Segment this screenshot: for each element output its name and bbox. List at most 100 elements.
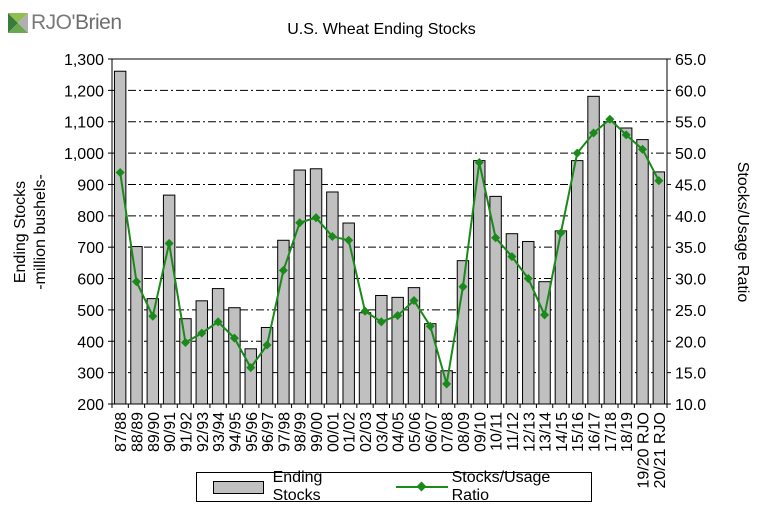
chart-title: U.S. Wheat Ending Stocks — [287, 21, 476, 38]
legend-bar-swatch — [213, 480, 264, 494]
x-tick-label: 00/01 — [325, 412, 342, 452]
x-tick-label: 09/10 — [472, 412, 489, 452]
bar — [130, 246, 143, 405]
x-tick-label: 13/14 — [538, 412, 555, 452]
ratio-point — [523, 274, 533, 284]
x-tick-label: 99/00 — [309, 412, 326, 452]
bar — [375, 294, 388, 405]
left-tick-label: 400 — [77, 334, 104, 351]
bar — [636, 139, 649, 405]
x-tick-label: 07/08 — [440, 412, 457, 452]
x-tick-label: 88/89 — [129, 412, 146, 452]
left-tick-label: 500 — [77, 303, 104, 320]
legend-label-ending-stocks: Ending Stocks — [272, 469, 323, 504]
bar — [195, 300, 208, 405]
x-tick-label: 18/19 — [619, 412, 636, 452]
ratio-point — [491, 233, 501, 243]
bar — [113, 70, 127, 405]
bar — [342, 222, 355, 405]
ratio-point — [164, 238, 174, 248]
x-tick-label: 01/02 — [342, 412, 359, 452]
left-tick-label: 600 — [77, 272, 104, 289]
bar — [619, 127, 633, 405]
gridlines — [112, 89, 667, 374]
bar — [652, 171, 666, 405]
bar — [326, 191, 339, 405]
left-tick-label: 300 — [77, 366, 104, 383]
bar — [179, 318, 192, 405]
x-tick-label: 89/90 — [146, 412, 163, 452]
ratio-point — [213, 317, 223, 327]
x-tick-label: 87/88 — [113, 412, 130, 452]
ratio-point — [131, 277, 142, 287]
ratio-point — [229, 333, 239, 343]
ratio-point — [180, 338, 190, 348]
x-tick-label: 92/93 — [195, 412, 212, 452]
x-tick-label: 02/03 — [358, 412, 375, 452]
left-tick-label: 700 — [77, 240, 104, 257]
right-tick-label: 50.0 — [675, 146, 706, 163]
x-tick-label: 11/12 — [505, 412, 522, 451]
left-tick-label: 800 — [77, 209, 104, 226]
right-tick-label: 45.0 — [675, 177, 706, 194]
x-tick-label: 95/96 — [244, 412, 261, 452]
right-tick-label: 65.0 — [675, 52, 706, 69]
bar — [277, 239, 290, 405]
ratio-point — [197, 328, 207, 338]
legend-item-ratio: Stocks/Usage Ratio — [396, 469, 591, 505]
x-tick-label: 14/15 — [554, 412, 571, 452]
logo-text: RJO'Brien — [31, 11, 122, 34]
x-tick-label: 16/17 — [587, 412, 604, 452]
ratio-point — [148, 311, 158, 321]
x-tick-label: 06/07 — [423, 412, 440, 452]
right-tick-label: 20.0 — [675, 334, 706, 351]
ratio-markers — [115, 114, 664, 389]
right-tick-label: 60.0 — [675, 83, 706, 100]
bar — [293, 169, 306, 405]
left-axis-ticks: 200 300 400 500 600 700 800 900 1,000 1,100 1,200 1… — [64, 52, 112, 414]
logo-mark-icon — [8, 13, 28, 33]
ratio-point — [344, 235, 354, 245]
x-tick-label: 15/16 — [570, 412, 587, 452]
ratio-point — [507, 252, 517, 262]
x-tick-label: 17/18 — [603, 412, 620, 452]
bar — [358, 312, 372, 405]
x-tick-label: 91/92 — [178, 412, 195, 452]
x-tick-label: 08/09 — [456, 412, 473, 452]
bar — [260, 326, 274, 405]
x-tick-label: 04/05 — [391, 412, 408, 452]
bar — [489, 195, 502, 405]
x-tick-label: 05/06 — [407, 412, 424, 452]
left-tick-label: 900 — [77, 177, 104, 194]
right-tick-label: 30.0 — [675, 272, 706, 289]
x-axis-ticks: 87/88 88/89 89/90 90/91 91/92 92/93 93/94 94/95… — [111, 404, 669, 488]
bar — [587, 95, 600, 405]
bar — [309, 168, 323, 405]
bar — [571, 160, 584, 405]
x-tick-label: 12/13 — [521, 412, 538, 452]
left-axis-label-2: -million bushels- — [32, 174, 49, 290]
left-tick-label: 1,100 — [64, 115, 104, 132]
right-tick-label: 25.0 — [675, 303, 706, 320]
bar — [244, 348, 257, 405]
bar — [424, 323, 437, 405]
bar — [603, 121, 617, 405]
ratio-point — [556, 228, 566, 238]
ratio-line — [119, 117, 660, 385]
left-tick-label: 200 — [77, 397, 104, 414]
bar — [538, 281, 551, 405]
right-tick-label: 10.0 — [675, 397, 706, 414]
right-axis-ticks: 10.0 15.0 20.0 25.0 30.0 35.0 40.0 45.0 50.0 55.0… — [667, 52, 706, 414]
x-tick-label: 97/98 — [276, 412, 293, 452]
x-tick-label: 96/97 — [260, 412, 277, 452]
left-tick-label: 1,000 — [64, 146, 104, 163]
x-tick-label: 94/95 — [227, 412, 244, 452]
ratio-point — [295, 218, 305, 228]
right-tick-label: 55.0 — [675, 115, 706, 132]
left-axis-label-1: Ending Stocks — [12, 181, 29, 283]
legend-line-swatch — [396, 481, 448, 493]
bar-series — [113, 70, 666, 405]
right-axis-label: Stocks/Usage Ratio — [734, 162, 751, 303]
x-tick-label: 93/94 — [211, 412, 228, 452]
